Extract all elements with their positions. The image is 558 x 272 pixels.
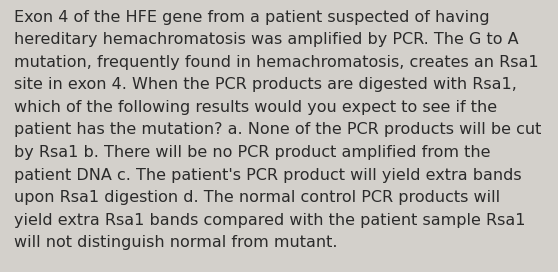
Text: patient has the mutation? a. None of the PCR products will be cut: patient has the mutation? a. None of the… bbox=[14, 122, 541, 137]
Text: patient DNA c. The patient's PCR product will yield extra bands: patient DNA c. The patient's PCR product… bbox=[14, 168, 522, 183]
Text: mutation, frequently found in hemachromatosis, creates an Rsa1: mutation, frequently found in hemachroma… bbox=[14, 55, 538, 70]
Text: by Rsa1 b. There will be no PCR product amplified from the: by Rsa1 b. There will be no PCR product … bbox=[14, 145, 490, 160]
Text: hereditary hemachromatosis was amplified by PCR. The G to A: hereditary hemachromatosis was amplified… bbox=[14, 32, 518, 47]
Text: which of the following results would you expect to see if the: which of the following results would you… bbox=[14, 100, 497, 115]
Text: yield extra Rsa1 bands compared with the patient sample Rsa1: yield extra Rsa1 bands compared with the… bbox=[14, 213, 526, 228]
Text: Exon 4 of the HFE gene from a patient suspected of having: Exon 4 of the HFE gene from a patient su… bbox=[14, 10, 489, 24]
Text: upon Rsa1 digestion d. The normal control PCR products will: upon Rsa1 digestion d. The normal contro… bbox=[14, 190, 500, 205]
Text: will not distinguish normal from mutant.: will not distinguish normal from mutant. bbox=[14, 235, 338, 250]
Text: site in exon 4. When the PCR products are digested with Rsa1,: site in exon 4. When the PCR products ar… bbox=[14, 77, 517, 92]
